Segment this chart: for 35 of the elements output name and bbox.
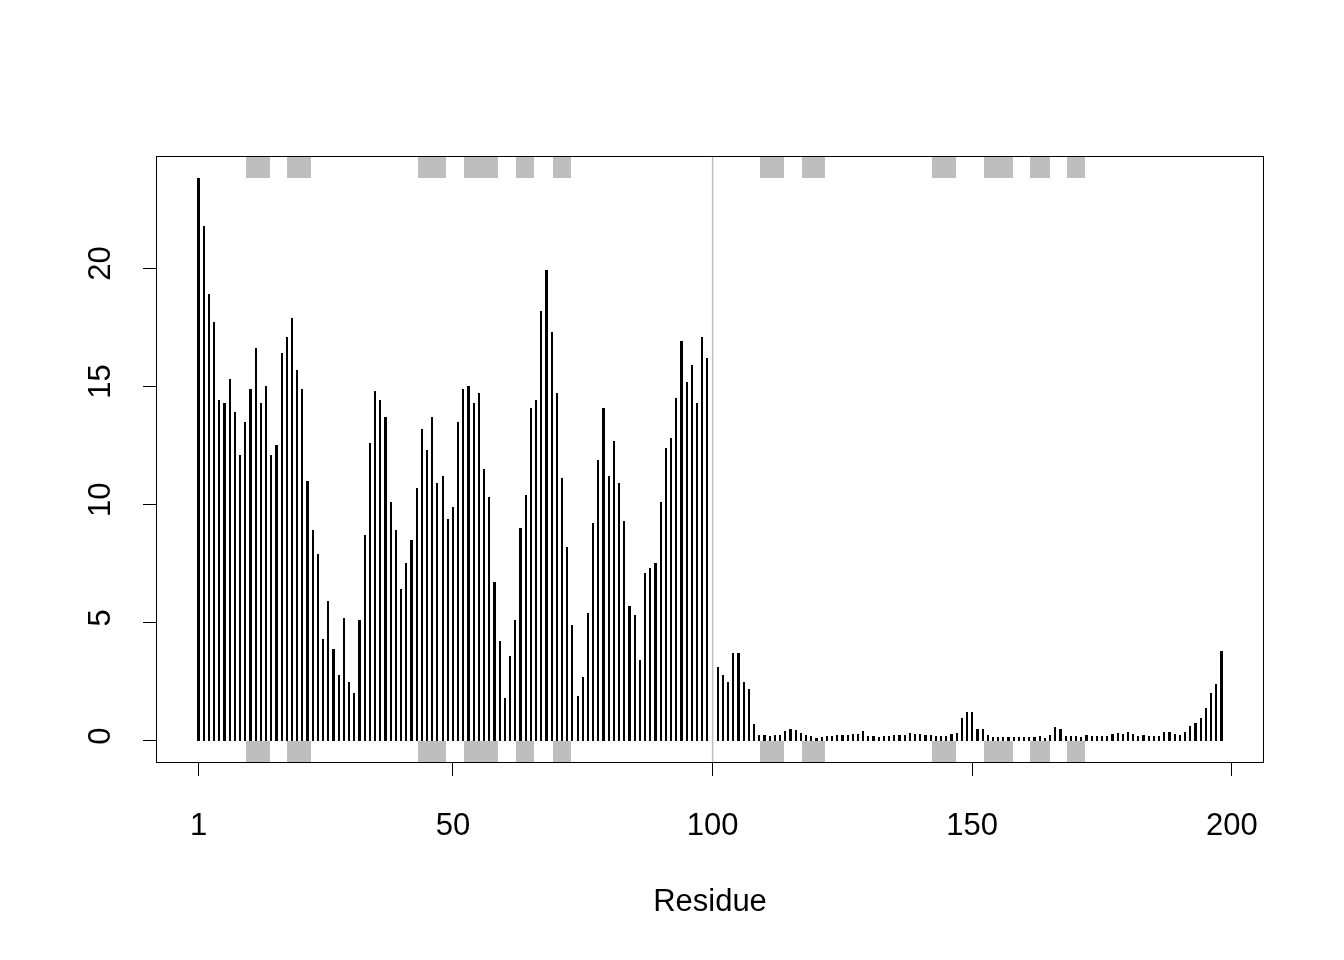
x-axis-title: Residue (653, 882, 767, 918)
bar (760, 741, 784, 762)
bar (1067, 741, 1085, 762)
y-tick-label: 0 (82, 727, 118, 745)
bar (932, 741, 956, 762)
bar (516, 741, 534, 762)
bar (516, 157, 534, 178)
bar (287, 157, 311, 178)
bar (760, 157, 784, 178)
x-tick-label: 100 (686, 807, 739, 843)
bar (1067, 157, 1085, 178)
x-tick-label: 1 (189, 807, 208, 843)
bar (464, 157, 498, 178)
bar (802, 741, 825, 762)
bar (287, 741, 311, 762)
bar (984, 157, 1013, 178)
y-tick-label: 10 (82, 482, 118, 517)
bar (553, 157, 571, 178)
y-tick-label: 20 (82, 246, 118, 281)
x-tick-label: 150 (946, 807, 999, 843)
bar (802, 157, 825, 178)
y-tick-label: 15 (82, 364, 118, 399)
bar (1030, 741, 1050, 762)
bar (1030, 157, 1050, 178)
x-tick-label: 50 (435, 807, 471, 843)
bar (246, 157, 270, 178)
bar (984, 741, 1013, 762)
bar (464, 741, 498, 762)
bar (418, 741, 446, 762)
bar (246, 741, 270, 762)
bar (932, 157, 956, 178)
bar (553, 741, 571, 762)
x-tick-label: 200 (1205, 807, 1258, 843)
bar (418, 157, 446, 178)
y-tick-label: 5 (82, 609, 118, 627)
